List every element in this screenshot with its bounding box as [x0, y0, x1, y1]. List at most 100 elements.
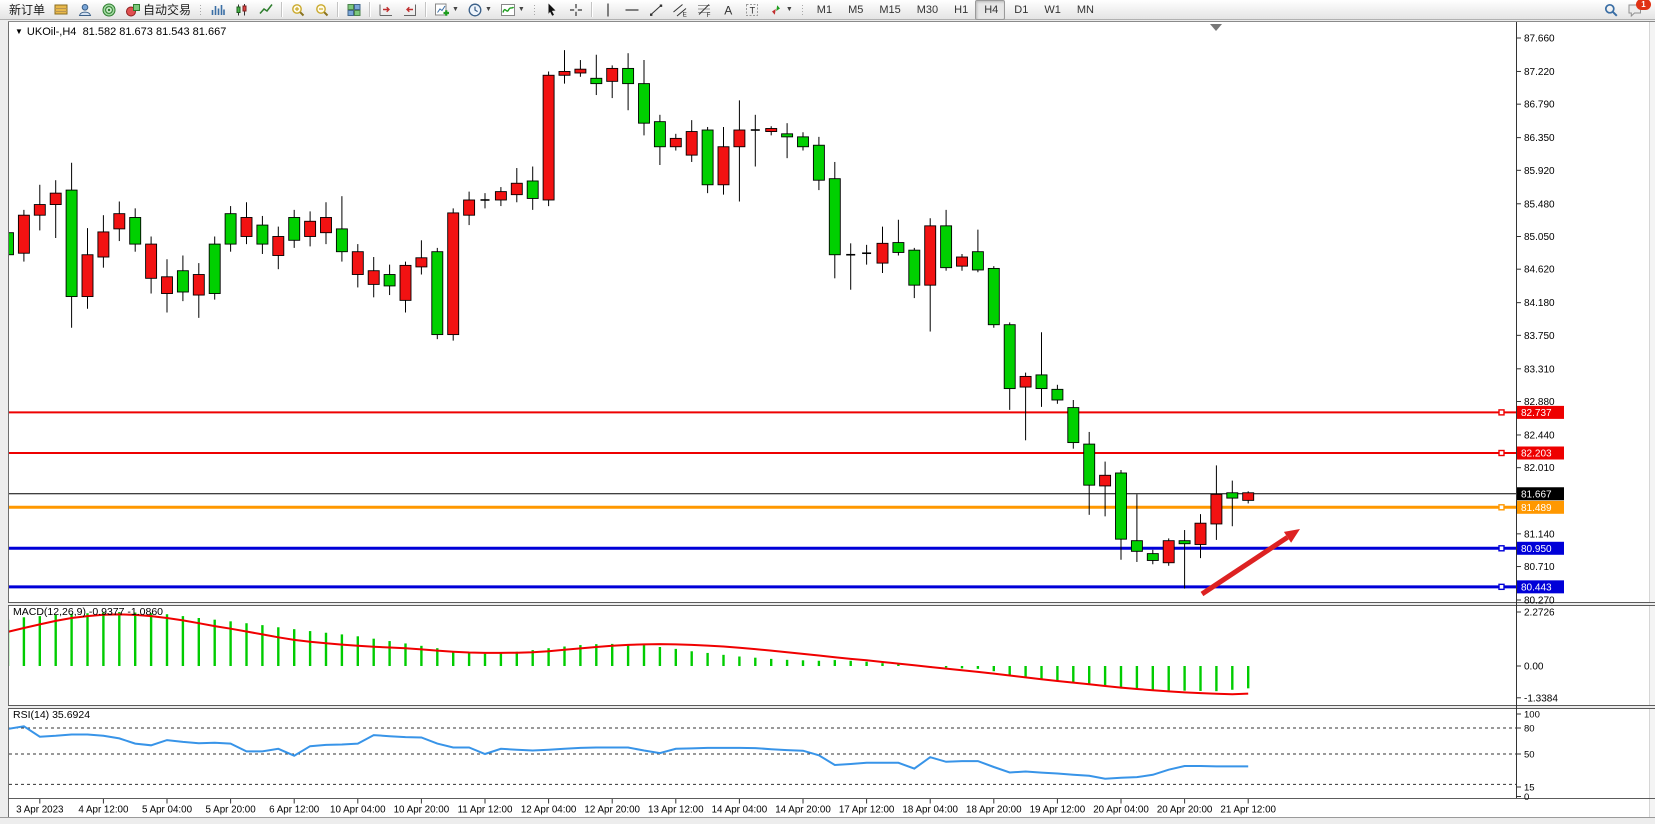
line-handle[interactable]	[1498, 449, 1505, 457]
trendline-button[interactable]	[644, 0, 668, 20]
line-chart-button[interactable]	[254, 0, 278, 20]
search-button[interactable]	[1599, 0, 1623, 20]
svg-text:0: 0	[1524, 792, 1529, 803]
chat-button[interactable]: 1	[1623, 0, 1651, 20]
bar-chart-button[interactable]	[206, 0, 230, 20]
hline-icon	[624, 2, 640, 18]
horizontal-lines-layer[interactable]	[9, 411, 1516, 589]
cursor-button[interactable]	[540, 0, 564, 20]
svg-text:81.140: 81.140	[1524, 529, 1555, 540]
indicators-button[interactable]: ▼	[496, 0, 529, 20]
line-handle[interactable]	[1498, 409, 1505, 416]
chevron-down-icon[interactable]: ▼	[517, 6, 525, 13]
account-button[interactable]	[73, 0, 97, 20]
svg-text:84.620: 84.620	[1524, 265, 1555, 276]
zoom-in-button[interactable]	[286, 0, 310, 20]
trend-arrow-annotation[interactable]	[1200, 529, 1300, 597]
new-order-button[interactable]: 新订单	[3, 0, 49, 20]
auto-trading-button[interactable]: 自动交易	[121, 0, 195, 20]
rsi-axis[interactable]: 100 80 50 150	[1516, 710, 1540, 804]
tf-m1-label: M1	[816, 3, 833, 16]
trend-icon	[648, 2, 664, 18]
candles-layer[interactable]	[3, 50, 1255, 589]
arrows-icon	[768, 2, 784, 18]
tf-mn[interactable]: MN	[1068, 0, 1101, 20]
macd-indicator-label: MACD(12,26,9) -0.9377 -1.0860	[13, 606, 163, 618]
toolbar-separator	[425, 2, 428, 17]
svg-text:2.2726: 2.2726	[1524, 608, 1555, 619]
equidistant-channel-button[interactable]: E	[668, 0, 692, 20]
chart-window-frame	[0, 21, 1655, 824]
line-handle[interactable]	[1498, 504, 1505, 511]
collapse-icon[interactable]: ▼	[15, 27, 23, 36]
fibonacci-button[interactable]: F	[692, 0, 716, 20]
chart-shift-button[interactable]	[398, 0, 422, 20]
new-chart-button[interactable]: ▼	[430, 0, 463, 20]
chart-shift-marker	[1210, 24, 1222, 31]
line-handle[interactable]	[1498, 545, 1505, 552]
horizontal-line-button[interactable]	[620, 0, 644, 20]
svg-text:18 Apr 04:00: 18 Apr 04:00	[902, 805, 958, 816]
chart-title: ▼ UKOil-,H4 81.582 81.673 81.543 81.667	[15, 26, 226, 38]
zoomout-icon	[314, 2, 330, 18]
svg-text:50: 50	[1524, 750, 1535, 761]
person-icon	[77, 2, 93, 18]
signal-icon	[101, 2, 117, 18]
symbol-period-label: UKOil-,H4	[26, 26, 77, 38]
indicator-icon	[500, 2, 516, 18]
tf-m1[interactable]: M1	[808, 0, 839, 20]
line-handle[interactable]	[1498, 583, 1505, 591]
tile-windows-button[interactable]	[342, 0, 366, 20]
svg-text:80.270: 80.270	[1524, 596, 1555, 607]
svg-text:5 Apr 20:00: 5 Apr 20:00	[206, 805, 257, 816]
candles-icon	[234, 2, 250, 18]
svg-text:20 Apr 20:00: 20 Apr 20:00	[1157, 805, 1213, 816]
svg-text:83.750: 83.750	[1524, 331, 1555, 342]
zoom-out-button[interactable]	[310, 0, 334, 20]
rsi-pane[interactable]	[8, 725, 1516, 785]
svg-text:17 Apr 12:00: 17 Apr 12:00	[839, 805, 895, 816]
tf-m30[interactable]: M30	[908, 0, 945, 20]
svg-text:5 Apr 04:00: 5 Apr 04:00	[142, 805, 193, 816]
toolbar-separator	[337, 2, 340, 17]
zoomin-icon	[290, 2, 306, 18]
tf-d1[interactable]: D1	[1005, 0, 1035, 20]
svg-text:80.950: 80.950	[1521, 544, 1552, 555]
svg-text:20 Apr 04:00: 20 Apr 04:00	[1093, 805, 1149, 816]
crosshair-button[interactable]	[564, 0, 588, 20]
text-button[interactable]: A	[716, 0, 740, 20]
chevron-down-icon[interactable]: ▼	[785, 6, 793, 13]
text-label-button[interactable]: T	[740, 0, 764, 20]
toolbar-grip	[799, 2, 805, 17]
hline-handles[interactable]	[1498, 409, 1505, 591]
vertical-line-button[interactable]	[596, 0, 620, 20]
signals-button[interactable]	[97, 0, 121, 20]
price-axis[interactable]: 87.660 87.220 86.790 86.350 85.920 85.480 85.0…	[1516, 34, 1555, 607]
time-axis[interactable]: 3 Apr 2023 4 Apr 12:00 5 Apr 04:00 5 Apr 20…	[16, 799, 1277, 816]
arrows-button[interactable]: ▼	[764, 0, 797, 20]
macd-axis[interactable]: 2.2726 0.00 -1.3384	[1516, 608, 1558, 705]
profiles-button[interactable]: ▼	[463, 0, 496, 20]
svg-text:12 Apr 04:00: 12 Apr 04:00	[521, 805, 577, 816]
chevron-down-icon[interactable]: ▼	[484, 6, 492, 13]
crosshair-icon	[568, 2, 584, 18]
chevron-down-icon[interactable]: ▼	[452, 6, 459, 13]
tf-h1-label: H1	[954, 3, 969, 16]
auto-scroll-button[interactable]	[374, 0, 398, 20]
tf-m15[interactable]: M15	[870, 0, 907, 20]
svg-text:10 Apr 04:00: 10 Apr 04:00	[330, 805, 386, 816]
tf-m15-label: M15	[879, 3, 901, 16]
tf-h1[interactable]: H1	[945, 0, 975, 20]
svg-text:81.667: 81.667	[1521, 489, 1552, 500]
order-history-button[interactable]	[49, 0, 73, 20]
svg-text:80: 80	[1524, 724, 1535, 735]
tf-m5[interactable]: M5	[839, 0, 870, 20]
svg-text:82.010: 82.010	[1524, 463, 1555, 474]
svg-text:85.920: 85.920	[1524, 166, 1555, 177]
tf-h4[interactable]: H4	[975, 0, 1006, 20]
svg-text:-1.3384: -1.3384	[1524, 693, 1558, 704]
tf-w1[interactable]: W1	[1035, 0, 1068, 20]
candlestick-chart-button[interactable]	[230, 0, 254, 20]
macd-pane[interactable]	[8, 612, 1250, 696]
